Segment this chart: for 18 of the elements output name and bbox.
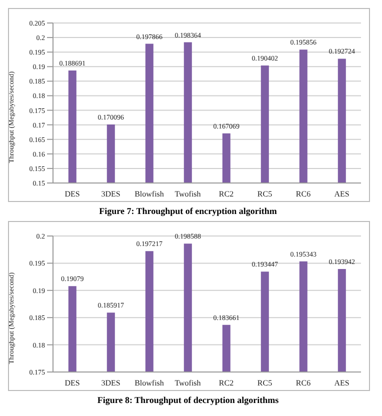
x-tick-label: AES bbox=[334, 190, 350, 199]
text: Figure 8: Throughput of decryption algorithms bbox=[96, 395, 280, 405]
x-tick-label: Blowfish bbox=[134, 190, 164, 199]
x-tick-label: RC5 bbox=[257, 378, 272, 388]
x-tick-label: DES bbox=[64, 378, 80, 388]
x-tick-label: 3DES bbox=[101, 378, 120, 388]
x-tick-label: RC2 bbox=[218, 378, 234, 388]
x-tick-label: 3DES bbox=[101, 190, 120, 199]
x-tick-label: Twofish bbox=[174, 190, 201, 199]
x-tick-label: Twofish bbox=[174, 378, 201, 388]
x-tick-label: DES bbox=[64, 190, 80, 199]
text: Figure 7: Throughput of encryption algorithm bbox=[98, 206, 278, 216]
x-tick-label: RC2 bbox=[218, 190, 234, 199]
x-tick-label: RC6 bbox=[296, 190, 311, 199]
x-tick-label: Blowfish bbox=[134, 378, 164, 388]
x-tick-label: AES bbox=[334, 378, 350, 388]
x-tick-label: RC5 bbox=[257, 190, 272, 199]
x-tick-label: RC6 bbox=[296, 378, 311, 388]
